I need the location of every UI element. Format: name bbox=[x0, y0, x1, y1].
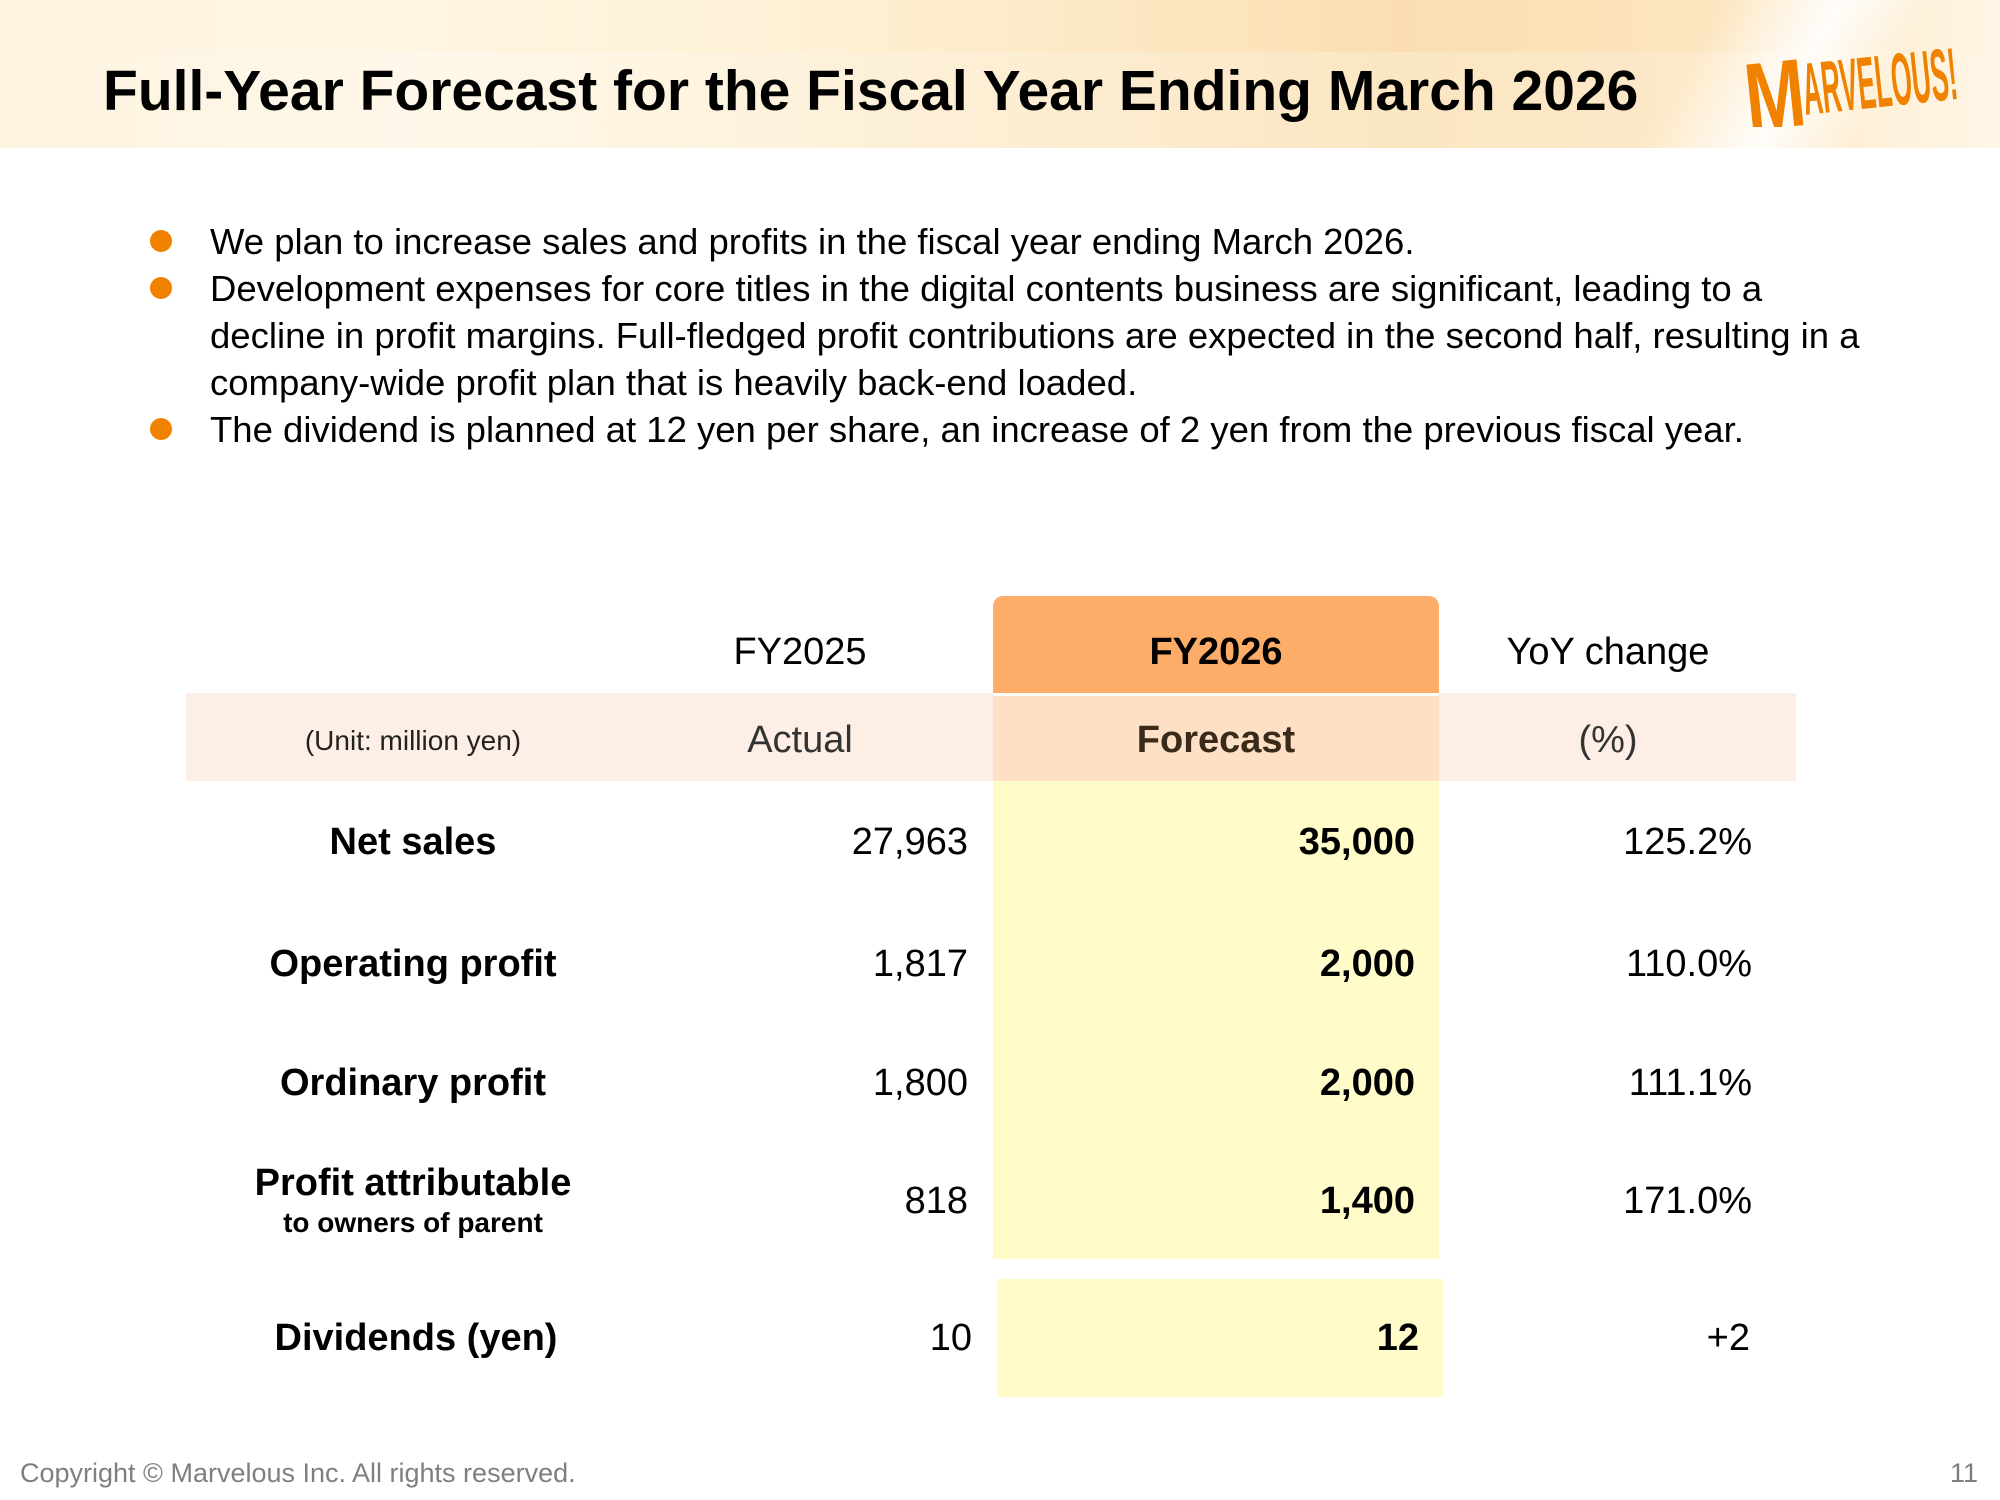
table-cell: 818 bbox=[904, 1180, 968, 1222]
table-cell: 1,400 bbox=[1319, 1180, 1415, 1222]
table-cell: 35,000 bbox=[1298, 821, 1415, 863]
table-cell: +2 bbox=[1706, 1317, 1750, 1359]
table-cell: 1,817 bbox=[872, 943, 968, 985]
table-cell: 12 bbox=[1376, 1317, 1419, 1359]
subheader-band bbox=[186, 693, 1796, 781]
bullet-dot-icon bbox=[150, 277, 172, 299]
bullet-text: We plan to increase sales and profits in… bbox=[210, 221, 1415, 262]
col-header-fy2025: FY2025 bbox=[733, 631, 867, 673]
table-cell: 2,000 bbox=[1319, 1062, 1415, 1104]
bullet-list: We plan to increase sales and profits in… bbox=[150, 218, 1870, 453]
page-number: 11 bbox=[1949, 1458, 1978, 1488]
row-label-ordinary-profit: Ordinary profit bbox=[279, 1062, 547, 1104]
row-label-profit-attributable: Profit attributable to owners of parent bbox=[255, 1161, 572, 1241]
slide-title: Full-Year Forecast for the Fiscal Year E… bbox=[103, 59, 1639, 123]
bullet-text: The dividend is planned at 12 yen per sh… bbox=[210, 409, 1744, 450]
forecast-header-highlight bbox=[993, 596, 1439, 696]
table-cell: 171.0% bbox=[1623, 1180, 1752, 1222]
forecast-column-highlight bbox=[993, 781, 1439, 1259]
marvelous-logo: M ARVELOUS! bbox=[1740, 32, 1961, 127]
col-sub-actual: Actual bbox=[747, 719, 853, 761]
bullet-item: The dividend is planned at 12 yen per sh… bbox=[150, 406, 1870, 453]
row-label-sub: to owners of parent bbox=[283, 1207, 543, 1238]
table-cell: 27,963 bbox=[851, 821, 968, 863]
row-label-dividends: Dividends (yen) bbox=[274, 1317, 558, 1359]
col-sub-forecast: Forecast bbox=[1136, 719, 1296, 761]
unit-label: (Unit: million yen) bbox=[304, 725, 522, 756]
bullet-dot-icon bbox=[150, 230, 172, 252]
table-cell: 111.1% bbox=[1628, 1062, 1752, 1104]
row-label-main: Profit attributable bbox=[254, 1162, 572, 1204]
bullet-text: Development expenses for core titles in … bbox=[210, 268, 1860, 403]
bullet-dot-icon bbox=[150, 418, 172, 440]
logo-letter-m: M bbox=[1740, 39, 1810, 127]
table-cell: 1,800 bbox=[872, 1062, 968, 1104]
title-banner bbox=[0, 0, 2000, 148]
row-label-operating-profit: Operating profit bbox=[269, 943, 557, 985]
bullet-item: Development expenses for core titles in … bbox=[150, 265, 1870, 406]
forecast-dividend-highlight bbox=[997, 1279, 1443, 1397]
bullet-item: We plan to increase sales and profits in… bbox=[150, 218, 1870, 265]
logo-wordmark: ARVELOUS! bbox=[1798, 32, 1961, 127]
table-cell: 10 bbox=[929, 1317, 972, 1359]
col-header-yoy: YoY change bbox=[1506, 631, 1710, 673]
forecast-subheader-highlight bbox=[993, 693, 1439, 781]
table-cell: 2,000 bbox=[1319, 943, 1415, 985]
col-header-fy2026: FY2026 bbox=[1149, 631, 1283, 673]
table-cell: 125.2% bbox=[1623, 821, 1752, 863]
col-sub-yoy: (%) bbox=[1578, 719, 1638, 761]
row-label-net-sales: Net sales bbox=[329, 821, 497, 863]
copyright-notice: Copyright © Marvelous Inc. All rights re… bbox=[20, 1458, 576, 1488]
table-cell: 110.0% bbox=[1625, 943, 1752, 985]
